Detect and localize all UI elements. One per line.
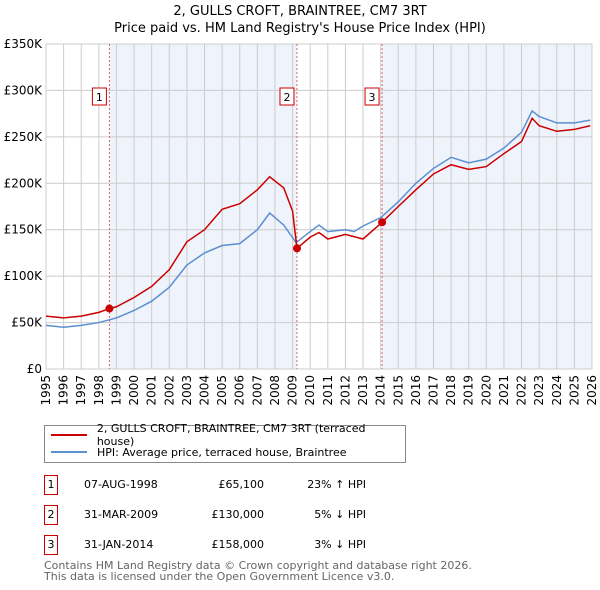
legend-item-hpi: HPI: Average price, terraced house, Brai…	[51, 444, 347, 460]
x-tick-label: 2023	[532, 375, 546, 406]
chart-title: 2, GULLS CROFT, BRAINTREE, CM7 3RT	[173, 4, 427, 19]
x-tick-label: 2009	[286, 375, 300, 406]
footer-line: This data is licensed under the Open Gov…	[44, 570, 395, 583]
sale-point	[105, 304, 114, 313]
x-tick-label: 2019	[462, 375, 476, 406]
transaction-number: 3	[44, 535, 58, 555]
x-tick-label: 2022	[515, 375, 529, 406]
transaction-number: 1	[44, 475, 58, 495]
x-tick-label: 2000	[127, 375, 141, 406]
x-tick-label: 2020	[479, 375, 493, 406]
footer-line: Contains HM Land Registry data © Crown c…	[44, 559, 472, 572]
x-tick-label: 2006	[233, 375, 247, 406]
x-tick-label: 2012	[338, 375, 352, 406]
sale-label-box	[364, 87, 380, 106]
x-tick-label: 2001	[145, 375, 159, 406]
sale-point	[292, 244, 301, 253]
x-tick-label: 2017	[426, 375, 440, 406]
x-tick-label: 2013	[356, 375, 370, 406]
x-tick-label: 2010	[303, 375, 317, 406]
sale-label: 2	[283, 91, 290, 104]
legend: 2, GULLS CROFT, BRAINTREE, CM7 3RT (terr…	[44, 422, 406, 463]
shaded-period	[109, 44, 297, 369]
y-tick-label: £0	[27, 362, 42, 376]
y-tick-label: £300K	[4, 83, 44, 97]
series-line	[45, 116, 591, 319]
sale-label-box	[279, 87, 295, 106]
x-tick-label: 2025	[567, 375, 581, 406]
y-tick-label: £100K	[4, 269, 44, 283]
x-tick-label: 1998	[92, 375, 106, 406]
series-line	[45, 109, 591, 328]
x-tick-label: 2007	[250, 375, 264, 406]
sale-label-box	[91, 87, 107, 106]
x-tick-label: 2021	[497, 375, 511, 406]
y-tick-label: £50K	[11, 316, 43, 330]
x-tick-label: 2004	[198, 375, 212, 406]
legend-label: 2, GULLS CROFT, BRAINTREE, CM7 3RT (terr…	[96, 422, 366, 448]
transaction-number: 2	[44, 505, 58, 525]
plot-area: £0 £50K £100K £150K £200K £250K £300K £350K 1995…	[4, 37, 599, 406]
y-tick-label: £200K	[4, 176, 44, 190]
transaction-hpi: 5% ↓ HPI	[314, 508, 366, 521]
transaction-hpi: 23% ↑ HPI	[307, 478, 366, 491]
x-tick-label: 1996	[57, 375, 71, 406]
legend-label: HPI: Average price, terraced house, Brai…	[97, 445, 347, 459]
transaction-price: £130,000	[211, 508, 265, 521]
y-tick-label: £350K	[4, 37, 44, 51]
x-tick-label: 2016	[409, 375, 423, 406]
sale-label: 3	[369, 91, 376, 104]
transaction-date: 07-AUG-1998	[84, 478, 158, 491]
legend-swatch-red	[51, 434, 87, 436]
x-tick-label: 2015	[391, 375, 405, 406]
shaded-period	[382, 44, 592, 369]
x-tick-label: 2018	[444, 375, 458, 406]
footer: Contains HM Land Registry data © Crown c…	[44, 560, 472, 582]
legend-swatch-blue	[51, 451, 87, 453]
plot-border	[45, 43, 593, 370]
x-tick-label: 2002	[162, 375, 176, 406]
y-tick-label: £150K	[4, 223, 44, 237]
x-tick-label: 1999	[109, 375, 123, 406]
x-tick-label: 1995	[39, 375, 53, 406]
x-tick-label: 2014	[374, 375, 388, 406]
sale-point	[378, 218, 387, 227]
chart-subtitle: Price paid vs. HM Land Registry's House …	[114, 21, 486, 36]
x-tick-label: 1997	[74, 375, 88, 406]
transaction-hpi: 3% ↓ HPI	[314, 538, 366, 551]
transaction-price: £65,100	[218, 478, 265, 491]
x-tick-label: 2011	[321, 375, 335, 406]
sale-label: 1	[96, 91, 103, 104]
x-tick-label: 2003	[180, 375, 194, 406]
x-tick-label: 2008	[268, 375, 282, 406]
x-tick-label: 2026	[585, 375, 599, 406]
x-tick-label: 2005	[215, 375, 229, 406]
transaction-date: 31-JAN-2014	[84, 538, 154, 551]
legend-item-property: 2, GULLS CROFT, BRAINTREE, CM7 3RT (terr…	[51, 422, 405, 448]
y-tick-label: £250K	[4, 130, 44, 144]
transaction-date: 31-MAR-2009	[84, 508, 159, 521]
transaction-price: £158,000	[211, 538, 265, 551]
x-tick-label: 2024	[550, 375, 564, 406]
